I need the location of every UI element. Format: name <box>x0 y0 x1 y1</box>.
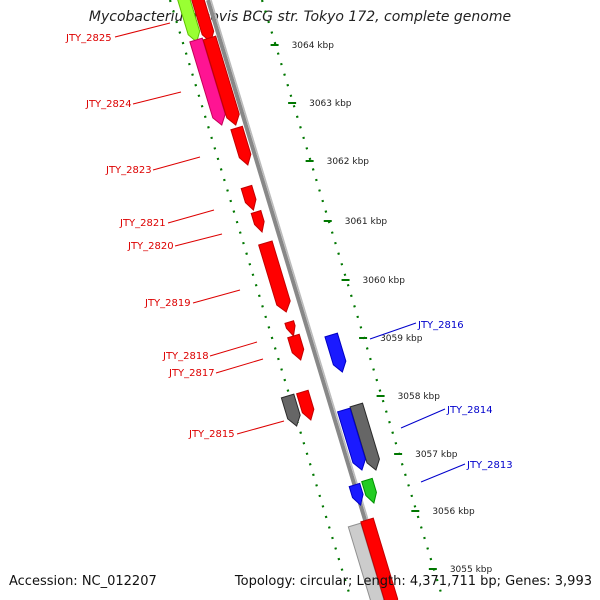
gene-jty-2824b-arrow <box>202 35 240 126</box>
inner-dotted-track <box>168 0 353 600</box>
gene-jty-2816-arrow <box>324 332 347 373</box>
gene-label: JTY_2819 <box>144 298 191 309</box>
gene-label-leader <box>132 91 182 105</box>
tick-label: 3062 kbp <box>327 157 370 167</box>
gene-label: JTY_2821 <box>119 218 166 229</box>
gene-label: JTY_2824 <box>85 99 132 110</box>
tick-label: 3056 kbp <box>432 507 475 517</box>
gene-jty-2814-arrow <box>336 407 366 471</box>
tick-label: 3055 kbp <box>450 565 493 575</box>
gene-label: JTY_2814 <box>446 405 493 416</box>
gene-label: JTY_2825 <box>65 33 112 44</box>
gene-jty-2820-arrow <box>250 209 265 234</box>
backbone-highlight <box>210 0 393 600</box>
gene-lower-red-arrow <box>360 517 399 600</box>
genome-summary-text: Topology: circular; Length: 4,371,711 bp… <box>234 574 592 589</box>
gene-grey-small-arrow <box>280 393 301 427</box>
gene-upper-red-arrow <box>191 0 215 43</box>
gene-jty-2817-arrow <box>287 333 305 361</box>
gene-label-leader <box>236 420 285 435</box>
gene-jty-2825-arrow <box>177 0 201 43</box>
tick-label: 3064 kbp <box>292 41 335 51</box>
tick-label: 3063 kbp <box>309 99 352 109</box>
gene-label: JTY_2823 <box>105 165 152 176</box>
gene-label-leader <box>167 209 215 224</box>
gene-jty-2823-arrow <box>230 125 252 166</box>
gene-label: JTY_2816 <box>417 320 464 331</box>
gene-label-leader <box>152 156 201 171</box>
gene-label: JTY_2817 <box>168 368 215 379</box>
gene-label: JTY_2820 <box>127 241 174 252</box>
gene-lower-grey-arrow <box>347 522 385 600</box>
tick-label: 3061 kbp <box>345 217 388 227</box>
gene-jty-2813-arrow <box>348 482 364 506</box>
gene-label-leader <box>174 233 223 247</box>
tick-label: 3058 kbp <box>398 392 441 402</box>
gene-jty-2821-arrow <box>240 184 257 211</box>
gene-label-leader <box>420 463 466 483</box>
gene-jty-2815-arrow <box>296 389 315 421</box>
gene-label-leader <box>192 289 241 304</box>
gene-label-leader <box>114 22 171 38</box>
gene-jty-2813-green-arrow <box>361 477 377 504</box>
backbone-line <box>206 0 392 600</box>
gene-jty-2824-arrow <box>189 37 226 126</box>
gene-label-leader <box>400 408 446 429</box>
gene-label: JTY_2813 <box>466 460 513 471</box>
accession-text: Accession: NC_012207 <box>9 574 157 589</box>
gene-label-leader <box>369 322 417 340</box>
gene-label: JTY_2815 <box>188 429 235 440</box>
tick-label: 3060 kbp <box>363 276 406 286</box>
tick-label: 3057 kbp <box>415 450 458 460</box>
gene-label-leader <box>215 358 264 374</box>
gene-jty-2819-arrow <box>258 240 291 313</box>
gene-jty-2818-arrow <box>284 320 296 338</box>
gene-label: JTY_2818 <box>162 351 209 362</box>
gene-label-leader <box>209 341 258 357</box>
tick-label: 3059 kbp <box>380 334 423 344</box>
